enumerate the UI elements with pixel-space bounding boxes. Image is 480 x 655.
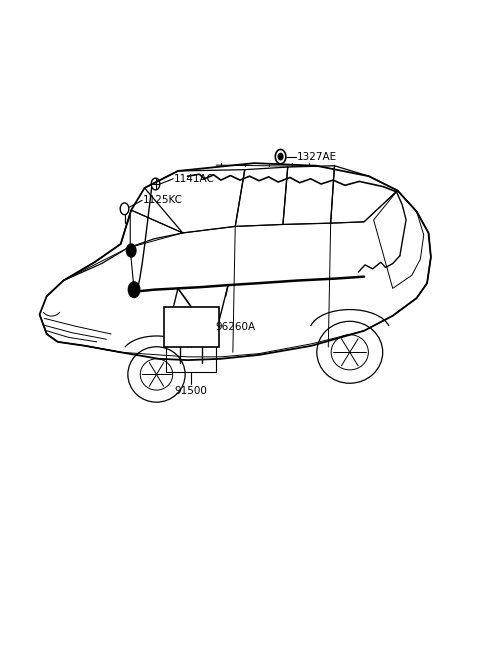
Text: 96260A: 96260A — [215, 322, 255, 332]
FancyBboxPatch shape — [164, 307, 218, 347]
Text: 91500: 91500 — [175, 386, 207, 396]
Circle shape — [278, 153, 283, 160]
Text: 1125KC: 1125KC — [143, 195, 183, 205]
Circle shape — [128, 282, 140, 297]
Text: 1141AC: 1141AC — [174, 174, 215, 184]
Text: 1327AE: 1327AE — [297, 151, 337, 162]
Circle shape — [126, 244, 136, 257]
